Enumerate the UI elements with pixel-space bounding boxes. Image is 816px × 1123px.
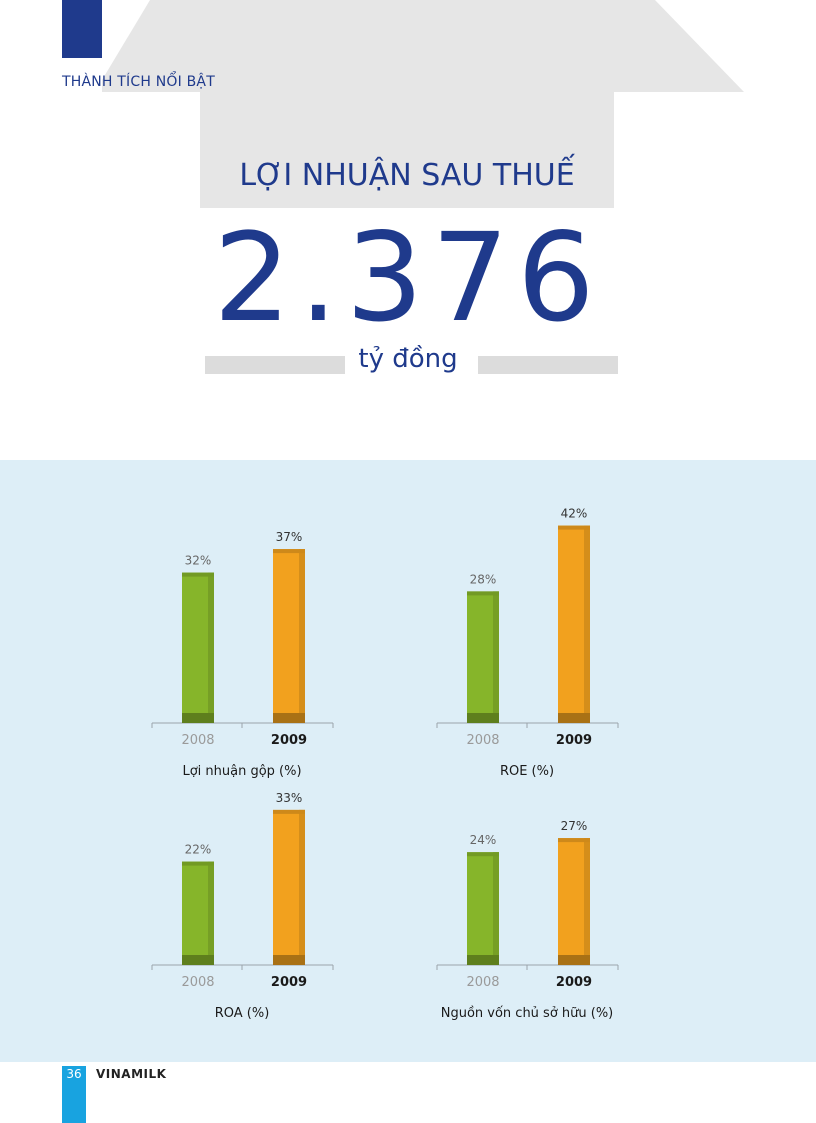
- category-label: 2008: [181, 733, 214, 748]
- charts-canvas: 32% 2008 37% 2009 Lợi nhuận gộp (%) 28% 2008 42…: [151, 507, 619, 1021]
- unit-divider-right: [478, 356, 618, 374]
- bar-top-cap: [467, 591, 499, 596]
- page-number: 36: [66, 1067, 82, 1081]
- chart-2: 28% 2008 42% 2009 ROE (%): [436, 507, 619, 779]
- chart-title: ROE (%): [500, 764, 554, 779]
- bar-top-cap: [273, 549, 305, 554]
- chart-4: 24% 2008 27% 2009 Nguồn vốn chủ sở hữu (%): [436, 819, 619, 1021]
- bar-top-cap: [273, 809, 305, 814]
- category-label: 2009: [271, 975, 307, 990]
- category-label: 2009: [556, 733, 592, 748]
- bar-top-cap: [558, 525, 590, 530]
- bar-shade: [208, 572, 214, 723]
- category-label: 2009: [271, 733, 307, 748]
- bar-shade: [584, 525, 590, 723]
- category-label: 2009: [556, 975, 592, 990]
- highlight-unit: tỷ đồng: [358, 344, 458, 374]
- bar-base-band: [467, 955, 499, 965]
- charts-panel: 32% 2008 37% 2009 Lợi nhuận gộp (%) 28% 2008 42…: [0, 460, 816, 1062]
- bar-top-cap: [558, 838, 590, 843]
- bar-shade: [493, 852, 499, 965]
- bar-base-band: [467, 713, 499, 723]
- chart-1: 32% 2008 37% 2009 Lợi nhuận gộp (%): [151, 530, 334, 779]
- bar-shade: [584, 838, 590, 965]
- bar-base-band: [558, 955, 590, 965]
- category-label: 2008: [466, 733, 499, 748]
- category-label: 2008: [181, 975, 214, 990]
- bar-data-label: 24%: [470, 833, 497, 847]
- bar-data-label: 27%: [561, 819, 588, 833]
- bar-top-cap: [467, 852, 499, 857]
- section-label: THÀNH TÍCH NỔI BẬT: [62, 74, 215, 90]
- bar-top-cap: [182, 572, 214, 577]
- bar-base-band: [273, 955, 305, 965]
- bar-data-label: 28%: [470, 572, 497, 586]
- chart-title: Lợi nhuận gộp (%): [182, 764, 301, 779]
- bar-data-label: 33%: [276, 791, 303, 805]
- chart-title: ROA (%): [215, 1006, 270, 1021]
- chart-3: 22% 2008 33% 2009 ROA (%): [151, 791, 334, 1021]
- bar-data-label: 22%: [185, 843, 212, 857]
- footer-accent-bar: [62, 1066, 86, 1123]
- bar-base-band: [182, 955, 214, 965]
- chart-title: Nguồn vốn chủ sở hữu (%): [441, 1006, 614, 1021]
- bar-data-label: 32%: [185, 554, 212, 568]
- bar-base-band: [558, 713, 590, 723]
- bar-base-band: [182, 713, 214, 723]
- unit-divider-left: [205, 356, 345, 374]
- highlight-title: LỢI NHUẬN SAU THUẾ: [239, 158, 575, 193]
- bar-shade: [208, 861, 214, 965]
- bar-shade: [299, 549, 305, 723]
- highlight-value: 2.376: [213, 207, 603, 349]
- bar-base-band: [273, 713, 305, 723]
- house-shape-background: [102, 0, 744, 208]
- bar-data-label: 42%: [561, 507, 588, 521]
- bar-top-cap: [182, 861, 214, 866]
- bar-shade: [299, 809, 305, 965]
- bar-data-label: 37%: [276, 530, 303, 544]
- footer-brand: VINAMILK: [96, 1067, 167, 1081]
- header-accent-tab: [62, 0, 102, 58]
- category-label: 2008: [466, 975, 499, 990]
- bar-shade: [493, 591, 499, 723]
